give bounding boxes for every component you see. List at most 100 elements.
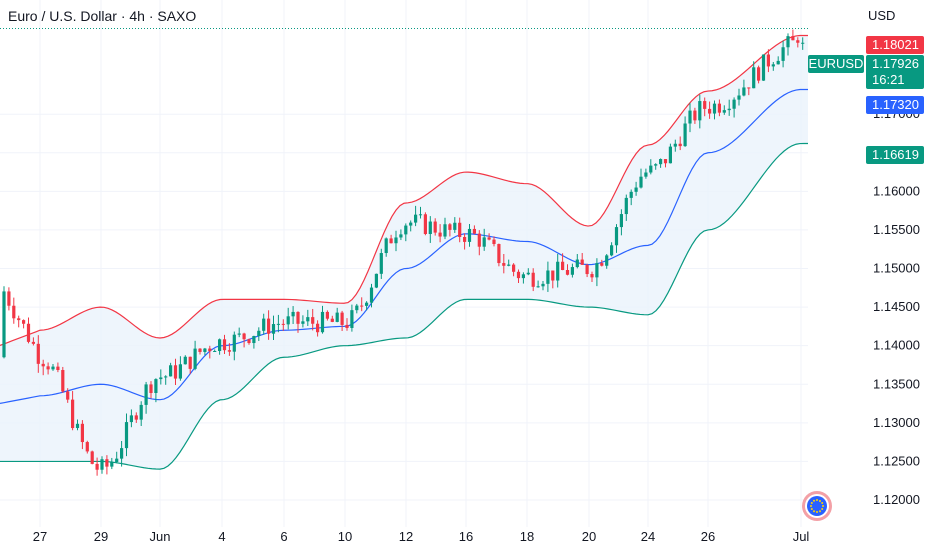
candle-body	[590, 274, 594, 278]
candle-body	[516, 271, 521, 279]
candle-body	[355, 305, 359, 311]
candle-body	[365, 302, 369, 306]
candle-body	[222, 339, 227, 351]
candle-body	[467, 228, 472, 242]
candle-body	[208, 348, 212, 352]
globe-icon[interactable]	[802, 491, 832, 521]
candlestick-series	[2, 29, 805, 476]
candle-body	[340, 312, 344, 325]
candle-body	[761, 54, 766, 81]
candle-body	[428, 221, 432, 235]
candle-body	[105, 459, 109, 467]
candle-body	[281, 323, 285, 325]
candle-body	[242, 333, 246, 340]
candle-body	[703, 101, 707, 109]
candle-body	[712, 103, 717, 114]
candle-body	[51, 366, 55, 370]
candle-body	[418, 214, 423, 216]
candle-body	[257, 330, 261, 336]
candle-body	[570, 267, 574, 275]
candle-body	[443, 224, 447, 237]
candle-body	[634, 187, 638, 192]
symbol-tag[interactable]: EURUSD	[808, 55, 864, 73]
candle-body	[61, 370, 65, 392]
x-tick-label: 4	[218, 529, 225, 544]
candle-body	[169, 365, 173, 377]
x-tick-label: 18	[520, 529, 534, 544]
last-price-tag: 1.17926 16:21	[866, 55, 924, 89]
candle-body	[747, 87, 751, 89]
candle-body	[330, 318, 334, 322]
candle-body	[526, 272, 530, 275]
candle-body	[159, 377, 163, 380]
candle-body	[345, 324, 349, 328]
candle-body	[580, 259, 584, 265]
middle-band-value: 1.17320	[872, 97, 919, 112]
candle-body	[654, 164, 658, 166]
candle-body	[252, 335, 256, 344]
candle-body	[262, 318, 266, 331]
y-tick-label: 1.12000	[873, 492, 920, 507]
time-axis[interactable]: 27 29 Jun 4 6 10 12 16 18 20 24 26 Jul	[33, 529, 810, 544]
candle-body	[90, 451, 94, 464]
candle-body	[178, 364, 182, 379]
candle-body	[31, 341, 35, 344]
candle-body	[551, 270, 555, 281]
candle-body	[668, 146, 672, 164]
candle-body	[649, 165, 653, 173]
bollinger-bands	[0, 34, 808, 470]
candle-body	[350, 310, 354, 328]
candle-body	[727, 108, 731, 111]
bar-countdown: 16:21	[872, 72, 905, 87]
candle-body	[85, 442, 89, 452]
middle-band-tag: 1.17320	[866, 96, 924, 114]
price-axis[interactable]: 1.170001.165001.160001.155001.150001.145…	[873, 69, 920, 507]
candle-body	[100, 459, 104, 470]
candle-body	[399, 234, 403, 238]
candle-body	[639, 176, 643, 188]
candle-body	[173, 365, 178, 379]
candle-body	[644, 172, 648, 177]
candle-body	[433, 221, 437, 233]
candle-body	[796, 40, 800, 43]
candle-body	[757, 67, 761, 81]
lower-band-tag: 1.16619	[866, 146, 924, 164]
upper-band-tag: 1.18021	[866, 36, 924, 54]
candle-body	[791, 36, 795, 41]
candle-body	[139, 404, 143, 420]
candle-body	[301, 321, 305, 324]
x-tick-label: 26	[701, 529, 715, 544]
candle-body	[683, 123, 687, 147]
candle-body	[766, 54, 770, 67]
candle-body	[722, 110, 726, 113]
candle-body	[492, 239, 496, 245]
candle-body	[752, 67, 756, 89]
candle-body	[276, 323, 280, 325]
candle-body	[335, 312, 339, 322]
candle-body	[693, 110, 697, 121]
x-tick-label: 24	[641, 529, 655, 544]
candle-body	[75, 423, 80, 429]
x-tick-label: 27	[33, 529, 47, 544]
candle-body	[320, 311, 325, 333]
x-tick-label: Jul	[793, 529, 810, 544]
candle-body	[325, 311, 329, 319]
candle-body	[619, 214, 623, 228]
candle-body	[663, 159, 668, 164]
candle-body	[120, 448, 124, 459]
candle-body	[144, 384, 148, 405]
candle-body	[369, 287, 374, 303]
candle-body	[678, 143, 682, 147]
candle-body	[717, 103, 721, 113]
candle-body	[801, 42, 805, 44]
x-tick-label: 16	[459, 529, 473, 544]
y-tick-label: 1.12500	[873, 453, 920, 468]
candle-body	[271, 324, 276, 334]
candle-body	[17, 318, 21, 321]
x-tick-label: 6	[280, 529, 287, 544]
y-tick-label: 1.15500	[873, 222, 920, 237]
currency-selector[interactable]: USD	[868, 8, 896, 23]
candle-body	[306, 317, 310, 322]
candle-body	[129, 415, 133, 423]
